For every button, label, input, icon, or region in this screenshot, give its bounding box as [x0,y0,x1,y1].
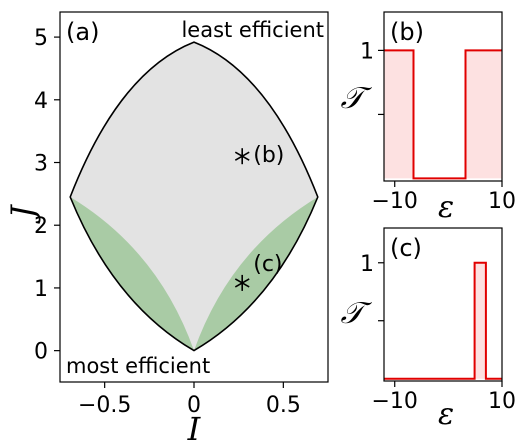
transmission-line [384,49,502,180]
panel-b-xlabel: ε [438,190,454,225]
panel-c-yticks: 1 [360,252,384,322]
y-tick-label: 0 [34,340,48,365]
y-tick-label: 1 [360,39,374,64]
panel-b-ylabel: 𝒯 [341,81,373,116]
x-tick-label: 10 [488,189,516,214]
panel-c-xlabel: ε [438,397,454,432]
y-tick-label: 2 [34,214,48,239]
panel-b: −10 10 1 (b) ε 𝒯 [341,11,516,225]
y-tick-label: 3 [34,152,48,177]
x-tick-label: −0.5 [78,393,131,418]
marker-label: (b) [253,143,284,168]
panel-b-label: (b) [390,18,424,46]
transmission-line [384,261,502,380]
panel-a-xlabel: I [187,410,202,447]
panel-a-markers: (b) (c) [234,143,284,291]
region-gray [70,42,318,351]
marker-label: (c) [253,252,282,277]
asterisk-marker [234,148,250,165]
panel-b-frame [383,11,503,182]
panel-c-frame [383,227,503,382]
x-tick-label: −10 [372,389,418,414]
y-tick-label: 4 [34,89,48,114]
panel-a-xticks: −0.5 0 0.5 [78,382,301,418]
y-tick-label: 1 [34,277,48,302]
x-tick-label: 0 [187,393,201,418]
region-green [70,197,318,351]
y-tick-label: 1 [360,252,374,277]
panel-b-xticks: −10 10 [372,181,516,214]
annotation-most-efficient: most efficient [66,354,210,378]
transmission-fill [384,50,502,179]
asterisk-marker [234,274,250,291]
panel-c-xticks: −10 10 [372,381,516,414]
transmission-fill [384,262,502,379]
panel-c-ylabel: 𝒯 [341,296,373,331]
panel-a: −0.5 0 0.5 0 1 2 3 4 5 (b) (c) (a) least efficie… [4,11,329,447]
x-tick-label: −10 [372,189,418,214]
panel-a-label: (a) [66,18,99,46]
panel-c-label: (c) [390,234,422,262]
x-tick-label: 10 [488,389,516,414]
panel-b-yticks: 1 [360,39,384,116]
annotation-least-efficient: least efficient [181,18,324,42]
panel-c: −10 10 1 (c) ε 𝒯 [341,227,516,432]
panel-a-ylabel: J [4,203,42,224]
panel-a-yticks: 0 1 2 3 4 5 [34,26,60,365]
boundary-curve [69,41,319,352]
y-tick-label: 5 [34,26,48,51]
x-tick-label: 0.5 [266,393,301,418]
